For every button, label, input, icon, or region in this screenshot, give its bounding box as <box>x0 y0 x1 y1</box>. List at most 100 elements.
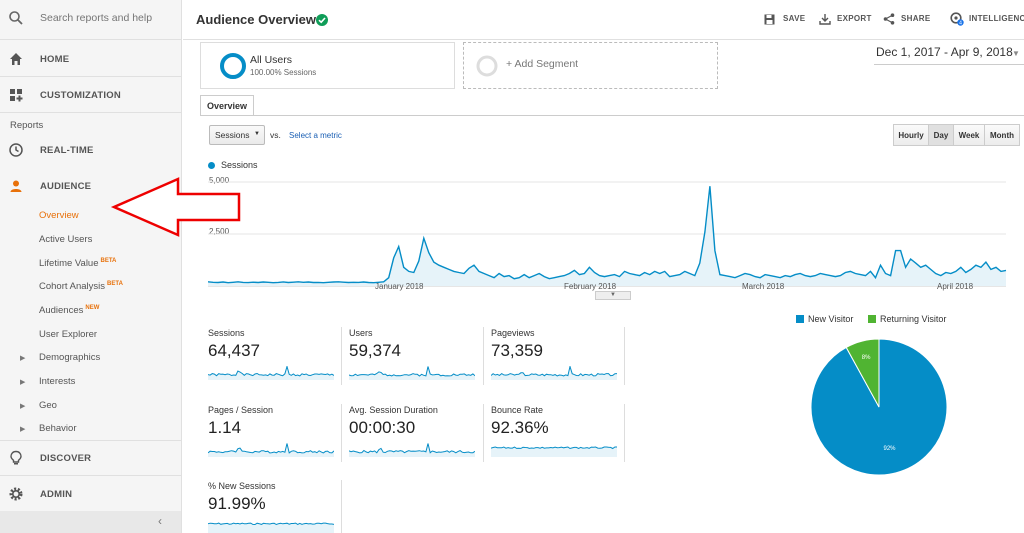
divider <box>0 440 181 441</box>
legend-label: Returning Visitor <box>880 314 947 324</box>
expand-caret-icon[interactable]: ▶ <box>20 379 26 386</box>
beta-badge: BETA <box>100 258 117 264</box>
intelligence-icon: 4 <box>950 12 964 31</box>
granularity-week-button[interactable]: Week <box>953 124 985 146</box>
pie-legend-returning-visitor: Returning Visitor <box>868 314 946 324</box>
sessions-series-line <box>208 186 1007 284</box>
metric-dropdown-label: Sessions <box>215 130 250 140</box>
pie-legend-new-visitor: New Visitor <box>796 314 853 324</box>
metric-sparkline <box>491 366 617 380</box>
divider <box>0 76 181 77</box>
pie-slice-label: 92% <box>883 446 896 452</box>
annotation-arrow <box>110 177 241 237</box>
metric-value: 73,359 <box>491 341 543 360</box>
tab-overview[interactable]: Overview <box>200 95 254 116</box>
share-button[interactable]: SHARE <box>901 14 931 23</box>
sidebar-item-geo[interactable]: Geo <box>39 400 57 411</box>
x-tick-label: April 2018 <box>937 282 974 291</box>
metric-card-bounce-rate[interactable]: Bounce Rate 92.36% <box>491 405 631 467</box>
chart-expand-toggle[interactable]: ▼ <box>595 291 631 300</box>
date-range-picker[interactable]: Dec 1, 2017 - Apr 9, 2018 <box>876 45 1013 59</box>
date-underline <box>874 64 1024 65</box>
sparkline-line <box>349 366 475 377</box>
vs-label: vs. <box>270 130 281 140</box>
metric-card-sessions[interactable]: Sessions 64,437 <box>208 328 348 390</box>
sparkline-area <box>208 523 334 533</box>
sidebar-item-lifetime-value[interactable]: Lifetime Value BETA <box>39 258 116 269</box>
pie-slice-1[interactable] <box>845 338 880 408</box>
y-tick-label: 2,500 <box>209 227 230 236</box>
sidebar-item-interests[interactable]: Interests <box>39 376 76 387</box>
sidebar-item-overview[interactable]: Overview <box>39 210 79 221</box>
metric-label: Avg. Session Duration <box>349 405 438 415</box>
sidebar-item-audiences[interactable]: Audiences NEW <box>39 305 99 316</box>
sessions-legend-label: Sessions <box>221 160 258 170</box>
sidebar-item-active-users[interactable]: Active Users <box>39 234 93 245</box>
chevron-down-icon[interactable]: ▼ <box>1012 49 1020 58</box>
search-bar[interactable]: Search reports and help <box>0 0 182 40</box>
legend-label: New Visitor <box>808 314 854 324</box>
gear-icon <box>8 486 24 502</box>
nav-audience[interactable]: AUDIENCE <box>0 169 181 203</box>
metric-value: 00:00:30 <box>349 418 416 437</box>
add-segment-button[interactable]: + Add Segment <box>463 42 718 89</box>
sidebar-item-user-explorer[interactable]: User Explorer <box>39 329 98 340</box>
metric-dropdown[interactable]: Sessions ▼ <box>209 125 265 145</box>
sparkline-area <box>208 366 334 380</box>
sidebar-item-cohort-analysis[interactable]: Cohort Analysis BETA <box>39 281 123 292</box>
intelligence-button[interactable]: INTELLIGENCE <box>969 14 1024 23</box>
sessions-line-chart[interactable] <box>208 174 1008 292</box>
tab-border <box>200 115 1024 116</box>
metric-value: 59,374 <box>349 341 401 360</box>
export-button[interactable]: EXPORT <box>837 14 872 23</box>
nav-home[interactable]: HOME <box>0 42 181 76</box>
select-metric-link[interactable]: Select a metric <box>289 131 342 140</box>
granularity-month-button[interactable]: Month <box>984 124 1020 146</box>
granularity-hourly-button[interactable]: Hourly <box>893 124 929 146</box>
export-icon <box>819 12 831 30</box>
home-icon <box>8 51 24 67</box>
sidebar-item-behavior[interactable]: Behavior <box>39 423 77 434</box>
collapse-sidebar-button[interactable]: ‹ <box>0 511 181 533</box>
metric-sparkline <box>208 366 334 380</box>
metric-sparkline <box>208 443 334 457</box>
nav-realtime[interactable]: REAL-TIME <box>0 133 181 167</box>
sidebar-item-label: Audiences <box>39 305 84 317</box>
x-tick-label: January 2018 <box>375 282 424 291</box>
save-button[interactable]: SAVE <box>783 14 806 23</box>
report-header: Audience Overview SAVE EXPORT SHARE 4 IN… <box>183 0 1024 40</box>
segment-percentage: 100.00% Sessions <box>250 68 317 77</box>
sparkline-area <box>491 366 617 380</box>
divider <box>0 475 181 476</box>
metric-card-pageviews[interactable]: Pageviews 73,359 <box>491 328 631 390</box>
metric-value: 1.14 <box>208 418 242 437</box>
sidebar-item-demographics[interactable]: Demographics <box>39 352 101 363</box>
search-input[interactable]: Search reports and help <box>40 12 153 24</box>
metric-card-users[interactable]: Users 59,374 <box>349 328 489 390</box>
expand-caret-icon[interactable]: ▶ <box>20 403 26 410</box>
metric-value: 92.36% <box>491 418 549 437</box>
metric-card-pages-per-session[interactable]: Pages / Session 1.14 <box>208 405 348 467</box>
sparkline-area <box>491 447 617 457</box>
x-tick-label: February 2018 <box>564 282 617 291</box>
nav-customization[interactable]: CUSTOMIZATION <box>0 78 181 112</box>
metric-label: Bounce Rate <box>491 405 544 415</box>
nav-discover[interactable]: DISCOVER <box>0 441 181 475</box>
metric-label: % New Sessions <box>208 481 276 491</box>
nav-admin[interactable]: ADMIN <box>0 477 181 511</box>
granularity-day-button[interactable]: Day <box>928 124 954 146</box>
segment-ring-icon <box>220 53 246 79</box>
metric-label: Pages / Session <box>208 405 274 415</box>
expand-caret-icon[interactable]: ▶ <box>20 355 26 362</box>
segment-all-users[interactable]: All Users 100.00% Sessions <box>200 42 455 89</box>
sparkline-area <box>208 443 334 457</box>
card-separator <box>483 327 484 385</box>
sparkline-line <box>208 443 334 454</box>
legend-swatch <box>868 315 876 323</box>
metric-card-new-sessions[interactable]: % New Sessions 91.99% <box>208 481 348 533</box>
expand-caret-icon[interactable]: ▶ <box>20 426 26 433</box>
visitor-pie-chart[interactable]: 92% 8% <box>810 338 950 478</box>
svg-text:4: 4 <box>959 21 962 27</box>
metric-card-avg-session-duration[interactable]: Avg. Session Duration 00:00:30 <box>349 405 489 467</box>
